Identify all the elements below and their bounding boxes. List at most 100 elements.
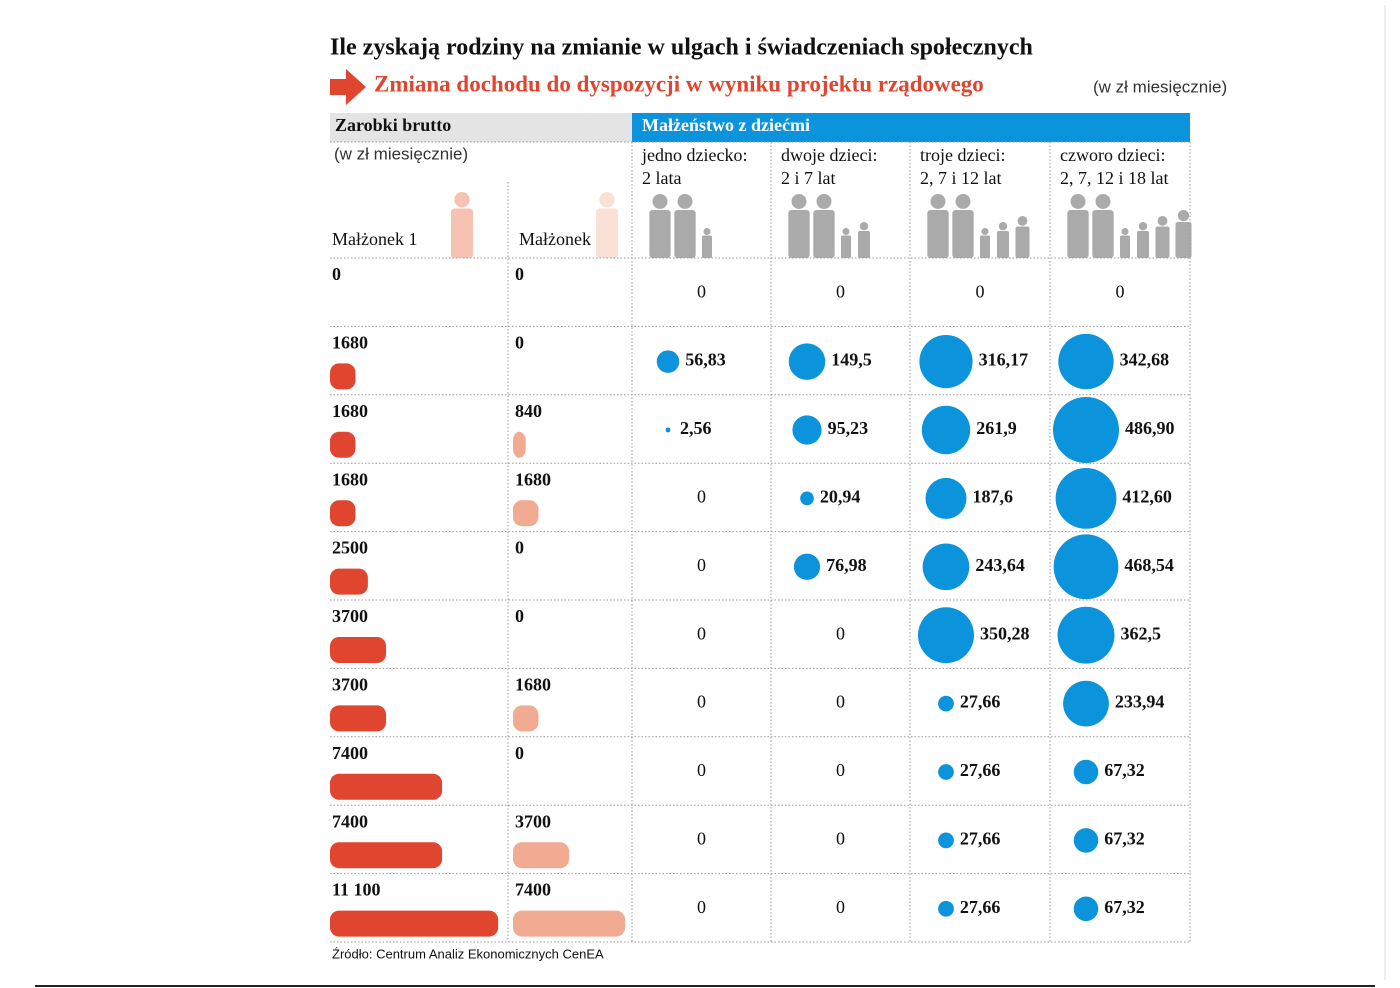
change-label: 0 [836, 281, 845, 301]
spouse-label: Małżonek 1 [332, 229, 417, 249]
change-bubble [938, 900, 954, 917]
person-icon [981, 228, 989, 235]
earnings-label: 1680 [332, 401, 368, 421]
person-icon [1137, 231, 1149, 258]
person-icon [788, 210, 810, 258]
change-label: 27,66 [960, 760, 1001, 780]
earnings-label: 11 100 [332, 880, 381, 900]
change-label: 0 [697, 555, 706, 575]
earnings-label: 7400 [332, 811, 368, 831]
earnings-label: 3700 [332, 675, 368, 695]
person-icon [955, 194, 971, 209]
change-bubble [1073, 828, 1099, 853]
person-icon [841, 235, 851, 258]
change-label: 233,94 [1115, 692, 1165, 712]
change-label: 261,9 [976, 418, 1017, 438]
change-label: 0 [697, 692, 706, 712]
change-bubble [1063, 680, 1109, 727]
change-label: 0 [1116, 281, 1125, 301]
earnings-bar [513, 705, 539, 732]
change-label: 27,66 [960, 829, 1001, 849]
change-bubble [1053, 397, 1119, 463]
person-icon [1121, 228, 1129, 235]
person-icon [1070, 194, 1086, 209]
person-icon [451, 208, 473, 258]
person-icon [813, 210, 835, 258]
change-label: 316,17 [979, 350, 1029, 370]
earnings-bar [513, 500, 539, 527]
change-label: 67,32 [1104, 829, 1145, 849]
change-bubble [921, 405, 971, 455]
person-icon [702, 235, 712, 258]
person-icon [1155, 226, 1170, 258]
column-subtitle: 2 lata [642, 168, 681, 188]
change-bubble [919, 335, 973, 389]
person-icon [842, 228, 850, 235]
change-label: 27,66 [960, 692, 1001, 712]
family-header: Małżeństwo z dziećmi [642, 115, 810, 135]
earnings-label: 1680 [332, 469, 368, 489]
earnings-bar [330, 363, 356, 390]
person-icon [596, 208, 618, 258]
change-bubble [793, 553, 821, 580]
person-icon [1157, 216, 1168, 226]
person-icon [703, 228, 711, 235]
earnings-label: 0 [515, 264, 524, 284]
change-bubble [1073, 759, 1099, 785]
change-label: 95,23 [828, 418, 869, 438]
source: Źródło: Centrum Analiz Ekonomicznych Cen… [332, 946, 604, 961]
person-icon [649, 210, 671, 258]
change-label: 0 [697, 623, 706, 643]
person-icon [997, 231, 1009, 258]
person-icon [980, 235, 990, 258]
change-label: 0 [697, 897, 706, 917]
change-bubble [788, 343, 826, 380]
change-label: 56,83 [685, 350, 726, 370]
column-title: troje dzieci: [920, 145, 1005, 165]
earnings-label: 0 [515, 333, 524, 353]
change-label: 149,5 [831, 350, 872, 370]
earnings-label: 0 [332, 264, 341, 284]
change-label: 0 [697, 487, 706, 507]
change-bubble [665, 427, 671, 433]
column-title: dwoje dzieci: [781, 145, 877, 165]
earnings-bar [330, 773, 443, 800]
earnings-bar [330, 637, 387, 663]
change-bubble [1053, 534, 1119, 600]
change-label: 350,28 [980, 623, 1030, 643]
earnings-label: 7400 [332, 743, 368, 763]
earnings-label: 1680 [515, 469, 551, 489]
person-icon [1120, 235, 1130, 258]
earnings-label: 1680 [515, 675, 551, 695]
person-icon [1175, 222, 1192, 258]
change-bubble [1058, 333, 1114, 390]
earnings-bar [330, 705, 387, 732]
change-label: 67,32 [1104, 760, 1145, 780]
person-icon [816, 194, 832, 209]
earnings-label: 3700 [515, 811, 551, 831]
earnings-band [330, 113, 632, 142]
change-label: 0 [976, 281, 985, 301]
earnings-label: 7400 [515, 880, 551, 900]
earnings-label: 0 [515, 538, 524, 558]
change-label: 412,60 [1122, 487, 1172, 507]
earnings-header: Zarobki brutto [335, 115, 451, 135]
person-icon [859, 222, 869, 231]
change-label: 76,98 [826, 555, 867, 575]
change-label: 486,90 [1125, 418, 1175, 438]
column-subtitle: 2, 7 i 12 lat [920, 168, 1002, 188]
earnings-label: 0 [515, 743, 524, 763]
change-bubble [938, 695, 954, 712]
person-icon [998, 222, 1008, 231]
change-label: 0 [697, 760, 706, 780]
person-icon [677, 194, 693, 209]
earnings-bar [330, 910, 499, 937]
change-label: 362,5 [1120, 623, 1161, 643]
spouse-label: Małżonek 2 [519, 229, 604, 249]
earnings-bar [513, 431, 526, 458]
arrow [330, 69, 366, 105]
change-label: 0 [836, 692, 845, 712]
person-icon [652, 194, 668, 209]
person-icon [1177, 210, 1190, 222]
